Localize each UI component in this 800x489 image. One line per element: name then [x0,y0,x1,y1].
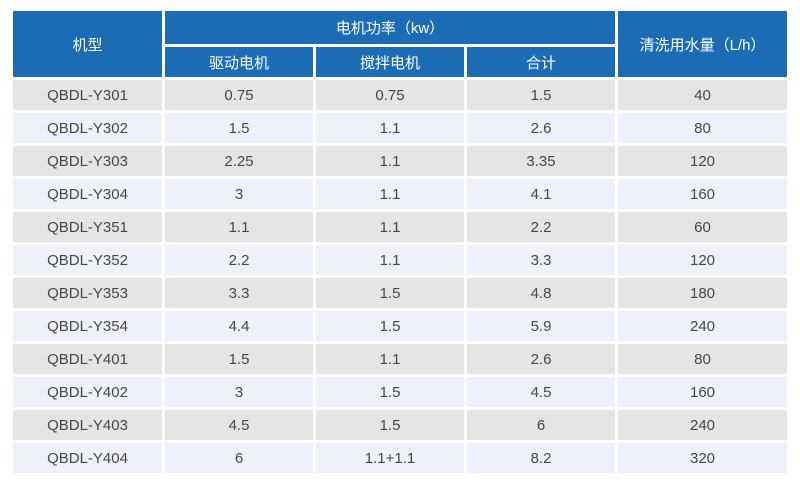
total-cell: 2.6 [467,344,616,374]
drive-motor-cell: 3 [165,377,313,407]
mixing-motor-cell: 0.75 [316,80,464,110]
total-cell: 3.3 [467,245,616,275]
table-row: QBDL-Y302 1.5 1.1 2.6 80 [13,113,788,143]
model-cell: QBDL-Y402 [13,377,162,407]
drive-motor-cell: 2.2 [165,245,313,275]
drive-motor-cell: 3 [165,179,313,209]
mixing-motor-cell: 1.5 [316,377,464,407]
motor-spec-table: 机型 电机功率（kw） 清洗用水量（L/h） 驱动电机 搅拌电机 合计 QBDL… [10,8,790,476]
model-cell: QBDL-Y304 [13,179,162,209]
water-usage-column-header: 清洗用水量（L/h） [618,11,788,77]
water-usage-cell: 320 [618,443,788,473]
drive-motor-column-header: 驱动电机 [165,47,313,77]
total-cell: 4.8 [467,278,616,308]
water-usage-cell: 80 [618,113,788,143]
mixing-motor-cell: 1.5 [316,311,464,341]
table-row: QBDL-Y303 2.25 1.1 3.35 120 [13,146,788,176]
total-column-header: 合计 [467,47,616,77]
table-row: QBDL-Y304 3 1.1 4.1 160 [13,179,788,209]
mixing-motor-cell: 1.5 [316,278,464,308]
model-cell: QBDL-Y353 [13,278,162,308]
mixing-motor-column-header: 搅拌电机 [316,47,464,77]
water-usage-cell: 160 [618,179,788,209]
table-row: QBDL-Y402 3 1.5 4.5 160 [13,377,788,407]
table-row: QBDL-Y401 1.5 1.1 2.6 80 [13,344,788,374]
total-cell: 8.2 [467,443,616,473]
mixing-motor-cell: 1.1+1.1 [316,443,464,473]
mixing-motor-cell: 1.1 [316,179,464,209]
water-usage-cell: 160 [618,377,788,407]
water-usage-cell: 240 [618,410,788,440]
total-cell: 2.6 [467,113,616,143]
spec-table-container: 机型 电机功率（kw） 清洗用水量（L/h） 驱动电机 搅拌电机 合计 QBDL… [10,8,790,476]
table-row: QBDL-Y403 4.5 1.5 6 240 [13,410,788,440]
drive-motor-cell: 1.5 [165,113,313,143]
model-cell: QBDL-Y354 [13,311,162,341]
model-cell: QBDL-Y351 [13,212,162,242]
table-row: QBDL-Y352 2.2 1.1 3.3 120 [13,245,788,275]
drive-motor-cell: 2.25 [165,146,313,176]
model-cell: QBDL-Y301 [13,80,162,110]
motor-power-group-header: 电机功率（kw） [165,11,616,44]
model-cell: QBDL-Y352 [13,245,162,275]
model-cell: QBDL-Y303 [13,146,162,176]
drive-motor-cell: 6 [165,443,313,473]
water-usage-cell: 120 [618,146,788,176]
total-cell: 6 [467,410,616,440]
total-cell: 1.5 [467,80,616,110]
model-column-header: 机型 [13,11,162,77]
table-row: QBDL-Y354 4.4 1.5 5.9 240 [13,311,788,341]
mixing-motor-cell: 1.1 [316,344,464,374]
table-row: QBDL-Y353 3.3 1.5 4.8 180 [13,278,788,308]
model-cell: QBDL-Y403 [13,410,162,440]
mixing-motor-cell: 1.5 [316,410,464,440]
table-row: QBDL-Y301 0.75 0.75 1.5 40 [13,80,788,110]
model-cell: QBDL-Y302 [13,113,162,143]
water-usage-cell: 120 [618,245,788,275]
drive-motor-cell: 3.3 [165,278,313,308]
table-header: 机型 电机功率（kw） 清洗用水量（L/h） 驱动电机 搅拌电机 合计 [13,11,788,77]
water-usage-cell: 180 [618,278,788,308]
drive-motor-cell: 4.5 [165,410,313,440]
mixing-motor-cell: 1.1 [316,113,464,143]
model-cell: QBDL-Y404 [13,443,162,473]
water-usage-cell: 40 [618,80,788,110]
table-row: QBDL-Y351 1.1 1.1 2.2 60 [13,212,788,242]
total-cell: 2.2 [467,212,616,242]
table-row: QBDL-Y404 6 1.1+1.1 8.2 320 [13,443,788,473]
drive-motor-cell: 1.5 [165,344,313,374]
drive-motor-cell: 1.1 [165,212,313,242]
mixing-motor-cell: 1.1 [316,146,464,176]
total-cell: 5.9 [467,311,616,341]
model-cell: QBDL-Y401 [13,344,162,374]
total-cell: 4.1 [467,179,616,209]
drive-motor-cell: 0.75 [165,80,313,110]
drive-motor-cell: 4.4 [165,311,313,341]
total-cell: 4.5 [467,377,616,407]
water-usage-cell: 80 [618,344,788,374]
table-body: QBDL-Y301 0.75 0.75 1.5 40 QBDL-Y302 1.5… [13,80,788,473]
mixing-motor-cell: 1.1 [316,245,464,275]
water-usage-cell: 60 [618,212,788,242]
total-cell: 3.35 [467,146,616,176]
mixing-motor-cell: 1.1 [316,212,464,242]
water-usage-cell: 240 [618,311,788,341]
